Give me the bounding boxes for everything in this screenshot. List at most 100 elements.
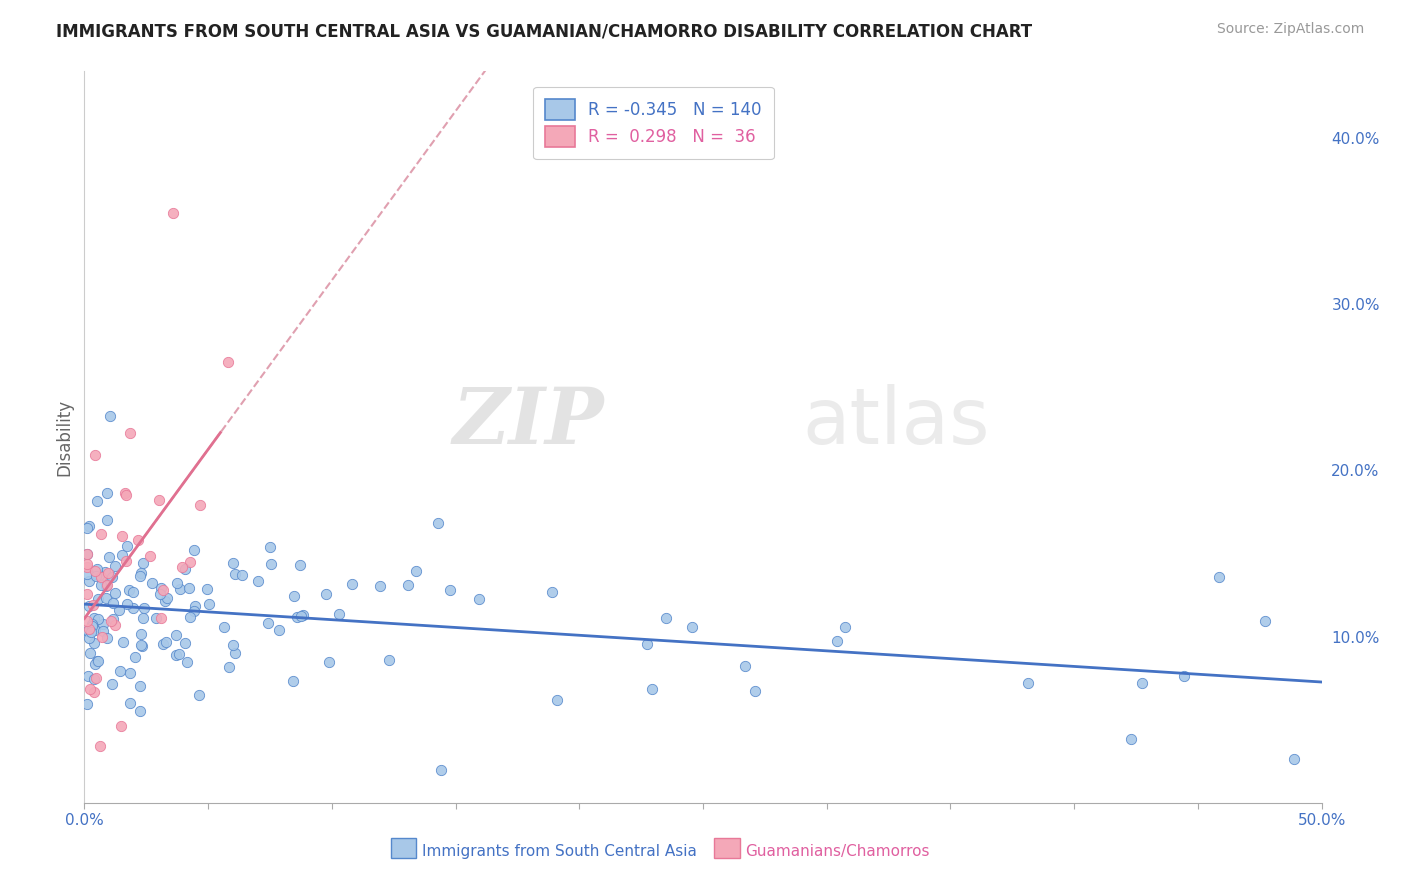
Point: [129, 679, 152, 693]
Point: [1208, 570, 1230, 584]
Point: [90, 578, 112, 592]
Point: [84, 671, 107, 685]
Point: [153, 594, 176, 608]
Point: [179, 609, 201, 624]
Point: [218, 660, 240, 674]
Point: [318, 655, 340, 669]
Point: [222, 638, 245, 652]
Point: [636, 637, 658, 651]
Point: [184, 599, 207, 614]
Point: [1282, 752, 1305, 766]
Point: [114, 486, 136, 500]
Point: [83, 623, 105, 637]
Legend: R = -0.345   N = 140, R =  0.298   N =  36: R = -0.345 N = 140, R = 0.298 N = 36: [533, 87, 773, 159]
Point: [80, 619, 103, 633]
Point: [132, 556, 155, 570]
Point: [641, 681, 664, 696]
Point: [429, 763, 451, 777]
Point: [97, 549, 120, 564]
Point: [217, 355, 239, 369]
Point: [259, 540, 281, 554]
Point: [118, 665, 141, 680]
Point: [162, 205, 184, 219]
Point: [101, 570, 124, 584]
Point: [104, 618, 127, 632]
Point: [283, 589, 305, 603]
Point: [141, 575, 163, 590]
Point: [315, 586, 337, 600]
Point: [77, 631, 100, 645]
Point: [103, 596, 125, 610]
Point: [132, 600, 155, 615]
Point: [1119, 732, 1142, 747]
Point: [83, 564, 105, 578]
Point: [129, 627, 152, 641]
Point: [195, 582, 218, 597]
Point: [328, 607, 350, 622]
Point: [108, 603, 131, 617]
Point: [150, 611, 173, 625]
Point: [110, 665, 132, 679]
Point: [121, 585, 143, 599]
Point: [378, 653, 401, 667]
Point: [77, 599, 100, 613]
Point: [188, 688, 211, 702]
Point: [83, 636, 105, 650]
Point: [405, 564, 427, 578]
Point: [93, 573, 115, 587]
Point: [76, 624, 98, 638]
Point: [94, 579, 117, 593]
Point: [426, 516, 449, 531]
Point: [76, 547, 98, 561]
Point: [1017, 675, 1039, 690]
Point: [231, 567, 253, 582]
Point: [79, 646, 101, 660]
Point: [439, 583, 461, 598]
Point: [118, 583, 141, 598]
Point: [100, 677, 122, 691]
Text: Guamanians/Chamorros: Guamanians/Chamorros: [745, 845, 929, 859]
Point: [96, 485, 118, 500]
Point: [79, 682, 101, 697]
Point: [76, 697, 98, 711]
Point: [222, 556, 245, 570]
Point: [94, 566, 117, 580]
Point: [111, 548, 134, 562]
Point: [96, 631, 118, 645]
Point: [132, 611, 155, 625]
Point: [1254, 614, 1277, 628]
Point: [165, 648, 187, 662]
Point: [96, 578, 118, 592]
Point: [179, 555, 201, 569]
Point: [167, 648, 190, 662]
Point: [87, 612, 110, 626]
Point: [1173, 669, 1195, 683]
Text: IMMIGRANTS FROM SOUTH CENTRAL ASIA VS GUAMANIAN/CHAMORRO DISABILITY CORRELATION : IMMIGRANTS FROM SOUTH CENTRAL ASIA VS GU…: [56, 22, 1032, 40]
Point: [89, 568, 111, 582]
Point: [77, 668, 100, 682]
Point: [127, 533, 149, 548]
Point: [292, 607, 315, 622]
Point: [285, 610, 308, 624]
Point: [114, 488, 136, 502]
Point: [173, 561, 195, 575]
Point: [84, 569, 107, 583]
Point: [342, 577, 364, 591]
Point: [96, 513, 118, 527]
Point: [101, 612, 124, 626]
Point: [83, 448, 105, 462]
Point: [188, 498, 211, 512]
Point: [224, 567, 246, 582]
Point: [76, 557, 98, 571]
Point: [396, 578, 419, 592]
Point: [152, 637, 174, 651]
Point: [76, 560, 98, 574]
Point: [183, 543, 205, 558]
Point: [165, 628, 187, 642]
Point: [281, 673, 304, 688]
Point: [83, 672, 105, 686]
Point: [87, 591, 110, 606]
Point: [83, 657, 105, 672]
Point: [76, 615, 98, 629]
Point: [149, 587, 172, 601]
